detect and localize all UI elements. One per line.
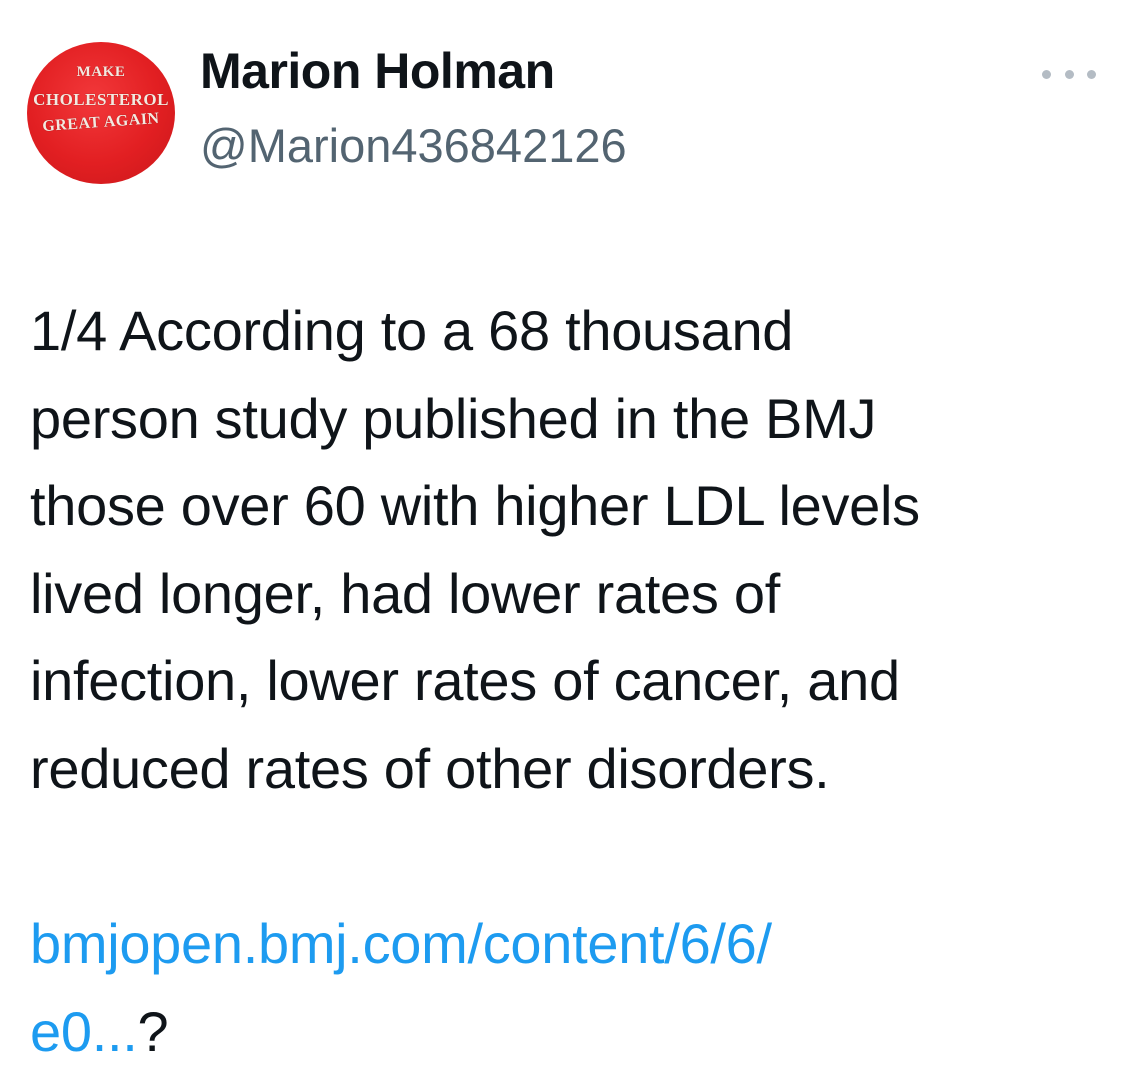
tweet-line: reduced rates of other disorders.: [30, 736, 830, 800]
link-suffix-text: ?: [137, 999, 169, 1063]
avatar-text-make: MAKE: [76, 64, 126, 80]
author-handle[interactable]: @Marion436842126: [200, 119, 627, 172]
author-display-name[interactable]: Marion Holman: [200, 43, 555, 99]
avatar-text-cholesterol: CHOLESTEROL: [33, 90, 169, 109]
tweet-line: 1/4 According to a 68 thousand: [30, 299, 794, 362]
more-options-button[interactable]: [1042, 62, 1096, 86]
avatar[interactable]: MAKE CHOLESTEROL GREAT AGAIN: [27, 42, 175, 184]
tweet-line: infection, lower rates of cancer, and: [30, 649, 900, 712]
avatar-text-great-again: GREAT AGAIN: [41, 109, 161, 136]
article-link[interactable]: bmjopen.bmj.com/content/6/6/: [30, 912, 772, 975]
tweet-line: those over 60 with higher LDL levels: [30, 474, 920, 537]
tweet-line: person study published in the BMJ: [30, 386, 877, 450]
article-link-continued[interactable]: e0...: [30, 999, 138, 1063]
tweet-body: 1/4 According to a 68 thousand person st…: [30, 287, 1100, 812]
tweet-line: lived longer, had lower rates of: [30, 561, 780, 625]
tweet-link-block: bmjopen.bmj.com/content/6/6/ e0...?: [30, 900, 1100, 1075]
